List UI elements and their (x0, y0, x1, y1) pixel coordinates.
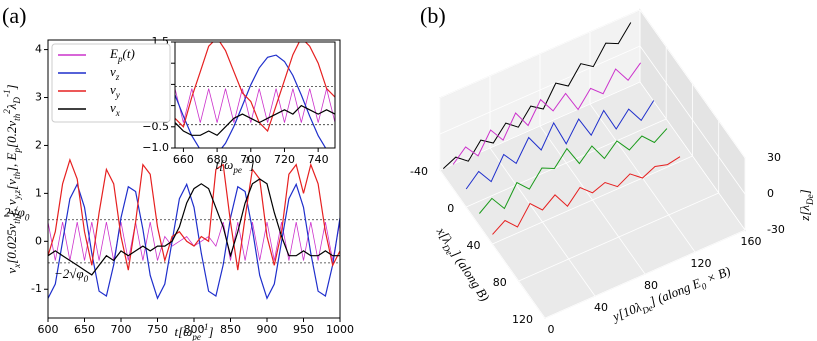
x-tick-label: 700 (240, 153, 261, 166)
grid-line (439, 81, 746, 231)
reference-label: 2√φ0 (4, 205, 30, 223)
series-line (175, 104, 335, 137)
y-tick-label: −0.5 (142, 120, 169, 133)
grid-line (439, 45, 746, 195)
panel-label: (b) (420, 3, 446, 28)
legend-label: vy (110, 82, 121, 100)
plot-frame (174, 41, 336, 149)
grid-line (439, 9, 746, 159)
x-tick-label: 950 (293, 323, 314, 336)
y-tick-label: 160 (740, 235, 761, 248)
series-line (492, 156, 681, 235)
x-tick-label: 40 (466, 239, 480, 252)
y-tick-label: -1 (31, 282, 42, 295)
reference-label: −2√φ0 (54, 266, 89, 284)
x-tick-label: 120 (512, 313, 533, 326)
panel-label: (a) (2, 3, 26, 28)
y-axis-label: vx[0.025vth], vy,z[vth], Ep[0.2vth2λD-1] (2, 84, 22, 273)
x-tick-label: 800 (184, 323, 205, 336)
x-tick-label: -40 (410, 165, 428, 178)
series-line (48, 182, 340, 300)
x-tick-label: 1000 (326, 323, 354, 336)
legend-label: Ep(t) (109, 46, 135, 64)
x-tick-label: 80 (493, 276, 507, 289)
series-line (479, 128, 668, 214)
x-tick-label: 0 (447, 202, 454, 215)
series-line (175, 42, 335, 133)
y-tick-label: 0 (547, 323, 554, 336)
x-tick-label: 680 (207, 153, 228, 166)
y-tick-label: 40 (594, 301, 608, 314)
series-line (48, 157, 340, 271)
z-tick-label: -30 (767, 223, 785, 236)
y-tick-label: 2 (35, 138, 42, 151)
y-tick-label: 0 (35, 234, 42, 247)
z-tick-label: 30 (767, 151, 781, 164)
plot-frame (47, 39, 341, 319)
legend-label: vz (110, 64, 120, 82)
series-line (452, 62, 642, 165)
legend-label: vx (110, 100, 120, 118)
y-tick-label: 3 (35, 91, 42, 104)
x-tick-label: 740 (308, 153, 329, 166)
series-line (175, 54, 327, 148)
x-tick-label: 600 (38, 323, 59, 336)
z-axis-label: z[λDe] (797, 189, 815, 221)
legend-box (51, 43, 171, 123)
x-tick-label: 720 (274, 153, 295, 166)
y-tick-label: 80 (644, 279, 658, 292)
series-line (48, 178, 340, 276)
x-tick-label: 660 (173, 153, 194, 166)
y-tick-label: 4 (35, 43, 42, 56)
x-tick-label: 750 (147, 323, 168, 336)
series-line (175, 88, 335, 123)
z-tick-label: 0 (767, 187, 774, 200)
series-line (465, 100, 655, 190)
x-tick-label: 650 (74, 323, 95, 336)
x-axis-label: x[λDe] (along B) (431, 224, 493, 306)
x-tick-label: 900 (257, 323, 278, 336)
x-tick-label: 700 (111, 323, 132, 336)
y-tick-label: 120 (690, 257, 711, 270)
x-tick-label: 850 (220, 323, 241, 336)
y-tick-label: −1.0 (142, 141, 169, 154)
y-tick-label: 1 (35, 186, 42, 199)
